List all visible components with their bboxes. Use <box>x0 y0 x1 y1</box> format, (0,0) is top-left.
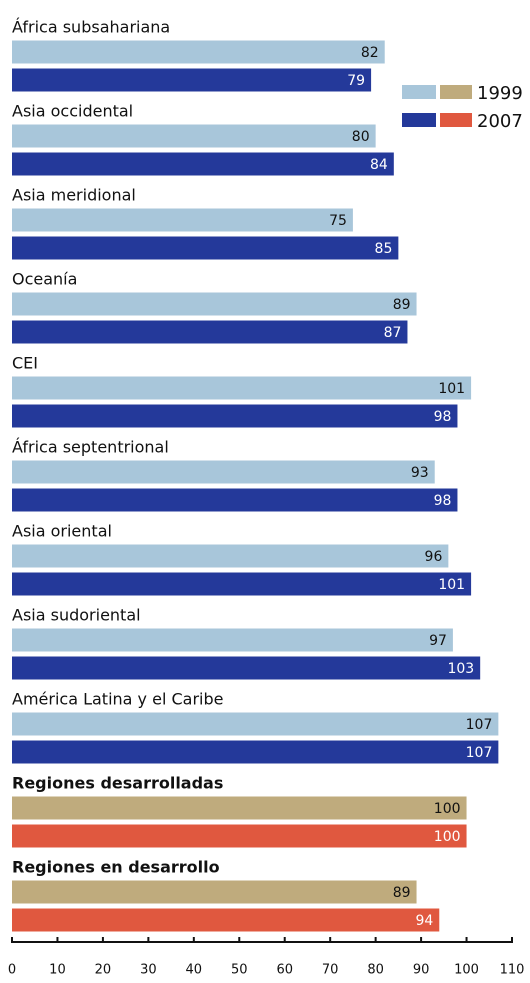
bar <box>12 40 385 64</box>
x-tick-label: 30 <box>140 963 157 978</box>
value-label: 93 <box>411 465 429 481</box>
category-label: Asia sudoriental <box>12 606 141 625</box>
value-label: 94 <box>415 913 433 929</box>
x-tick-label: 80 <box>367 963 384 978</box>
bar <box>12 68 372 92</box>
value-label: 82 <box>361 45 379 61</box>
bar <box>12 796 467 820</box>
value-label: 101 <box>438 381 465 397</box>
bar <box>12 124 376 148</box>
value-label: 80 <box>352 129 370 145</box>
category-label: Oceanía <box>12 270 77 289</box>
value-label: 96 <box>425 549 443 565</box>
category-label: Asia occidental <box>12 102 133 121</box>
category-label: Regiones desarrolladas <box>12 774 223 793</box>
value-label: 89 <box>393 297 411 313</box>
value-label: 100 <box>434 801 461 817</box>
bar <box>12 292 417 316</box>
bar <box>12 488 458 512</box>
value-label: 97 <box>429 633 447 649</box>
bar <box>12 460 435 484</box>
bar <box>12 376 472 400</box>
x-tick-label: 60 <box>276 963 293 978</box>
bar <box>12 740 499 764</box>
bar <box>12 908 440 932</box>
legend-swatch <box>440 85 472 99</box>
category-label: CEI <box>12 354 38 373</box>
x-tick-label: 0 <box>8 963 16 978</box>
category-label: Asia meridional <box>12 186 136 205</box>
bar <box>12 320 408 344</box>
value-label: 98 <box>434 493 452 509</box>
legend-label: 1999 <box>477 83 523 104</box>
category-label: América Latina y el Caribe <box>12 690 223 709</box>
bar <box>12 572 472 596</box>
x-tick-label: 90 <box>413 963 430 978</box>
value-label: 98 <box>434 409 452 425</box>
value-label: 75 <box>329 213 347 229</box>
x-tick-label: 40 <box>186 963 203 978</box>
value-label: 103 <box>447 661 474 677</box>
bar <box>12 880 417 904</box>
category-label: Asia oriental <box>12 522 112 541</box>
value-label: 87 <box>384 325 402 341</box>
x-tick-label: 100 <box>454 963 479 978</box>
x-tick-label: 70 <box>322 963 339 978</box>
bar <box>12 236 399 260</box>
x-tick-label: 20 <box>95 963 112 978</box>
bar <box>12 656 481 680</box>
value-label: 101 <box>438 577 465 593</box>
bar <box>12 544 449 568</box>
legend-swatch <box>402 113 436 127</box>
value-label: 107 <box>466 745 493 761</box>
category-label: África subsahariana <box>12 18 170 37</box>
bar <box>12 404 458 428</box>
legend-swatch <box>402 85 436 99</box>
x-tick-label: 110 <box>500 963 525 978</box>
value-label: 85 <box>375 241 393 257</box>
bar <box>12 208 353 232</box>
legend-label: 2007 <box>477 111 523 132</box>
value-label: 89 <box>393 885 411 901</box>
value-label: 84 <box>370 157 388 173</box>
bar <box>12 824 467 848</box>
x-tick-label: 50 <box>231 963 248 978</box>
x-tick-label: 10 <box>49 963 66 978</box>
bar <box>12 712 499 736</box>
value-label: 100 <box>434 829 461 845</box>
category-label: Regiones en desarrollo <box>12 858 220 877</box>
legend-swatch <box>440 113 472 127</box>
value-label: 107 <box>466 717 493 733</box>
value-label: 79 <box>347 73 365 89</box>
bar <box>12 152 394 176</box>
category-label: África septentrional <box>12 438 169 457</box>
bar <box>12 628 453 652</box>
